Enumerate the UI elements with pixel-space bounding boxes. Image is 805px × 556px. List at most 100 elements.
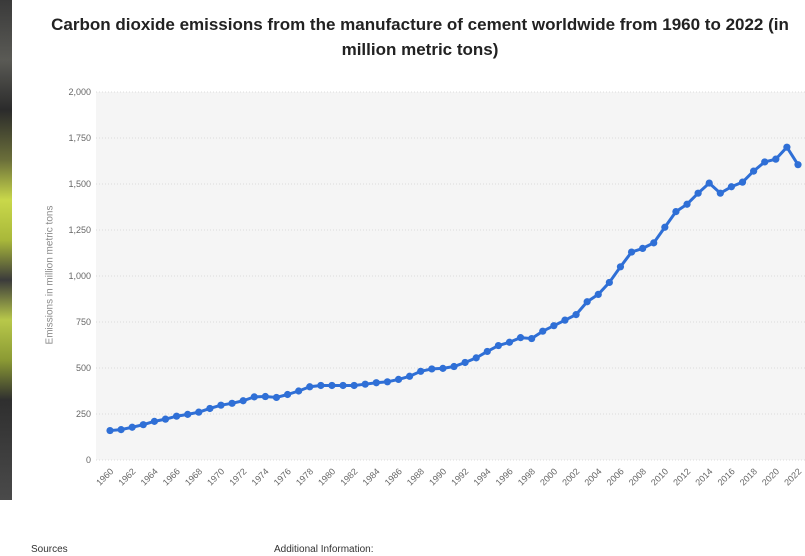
x-tick-label: 1982	[338, 466, 359, 487]
data-point[interactable]	[772, 155, 780, 163]
x-tick-label: 1968	[183, 466, 204, 487]
data-point[interactable]	[516, 334, 525, 342]
data-point[interactable]	[783, 143, 791, 151]
data-point[interactable]	[716, 189, 724, 197]
data-point[interactable]	[794, 161, 802, 169]
data-point[interactable]	[750, 167, 758, 175]
data-point[interactable]	[417, 367, 425, 375]
data-point[interactable]	[328, 381, 336, 390]
data-point[interactable]	[472, 354, 480, 362]
data-point[interactable]	[539, 327, 547, 335]
data-point[interactable]	[117, 426, 125, 434]
data-point[interactable]	[283, 390, 292, 399]
data-point[interactable]	[228, 399, 236, 407]
data-point[interactable]	[428, 365, 436, 373]
y-tick-label: 1,000	[68, 271, 91, 281]
data-point[interactable]	[505, 338, 514, 346]
x-tick-label: 2008	[627, 466, 648, 487]
data-point[interactable]	[295, 387, 303, 395]
data-point[interactable]	[439, 364, 447, 372]
data-point[interactable]	[306, 383, 314, 391]
background-photo-strip	[0, 0, 12, 500]
x-tick-label: 1970	[205, 466, 226, 487]
data-point[interactable]	[239, 397, 247, 405]
x-tick-label: 1984	[361, 466, 382, 487]
data-point[interactable]	[339, 381, 347, 390]
data-point[interactable]	[594, 290, 602, 298]
y-axis-ticks: 0 250 500 750 1,000 1,250 1,500 1,750 2,000	[68, 87, 91, 465]
data-point[interactable]	[106, 426, 114, 435]
x-tick-label: 2000	[538, 466, 559, 487]
y-tick-label: 500	[76, 363, 91, 373]
data-point[interactable]	[217, 401, 225, 409]
data-point[interactable]	[361, 380, 369, 388]
x-tick-label: 2018	[738, 466, 759, 487]
data-point[interactable]	[616, 263, 625, 271]
x-tick-label: 1990	[427, 466, 448, 487]
x-axis-ticks: 1960 1962 1964 1966 1968 1970 1972 1974 1976 1978…	[94, 466, 803, 487]
data-point[interactable]	[661, 223, 669, 231]
x-tick-label: 2002	[560, 466, 581, 487]
data-point[interactable]	[150, 417, 158, 425]
data-point[interactable]	[650, 239, 658, 247]
data-point[interactable]	[206, 404, 214, 413]
data-point[interactable]	[561, 316, 569, 324]
x-tick-label: 1972	[227, 466, 248, 487]
y-tick-label: 250	[76, 409, 91, 419]
data-point[interactable]	[195, 408, 203, 416]
x-tick-label: 2006	[605, 466, 626, 487]
x-tick-label: 2010	[649, 466, 670, 487]
data-point[interactable]	[705, 179, 713, 187]
data-point[interactable]	[627, 248, 636, 256]
x-tick-label: 1996	[494, 466, 515, 487]
data-point[interactable]	[583, 298, 591, 306]
data-point[interactable]	[672, 208, 680, 216]
data-point[interactable]	[394, 375, 403, 384]
x-tick-label: 2012	[671, 466, 692, 487]
x-tick-label: 1978	[294, 466, 315, 487]
data-point[interactable]	[128, 423, 136, 431]
x-tick-label: 1974	[250, 466, 271, 487]
data-point[interactable]	[738, 178, 747, 186]
data-point[interactable]	[550, 322, 558, 330]
data-point[interactable]	[572, 311, 580, 319]
data-point[interactable]	[383, 378, 392, 386]
chart-title: Carbon dioxide emissions from the manufa…	[51, 15, 789, 59]
x-tick-label: 2004	[582, 466, 603, 487]
data-point[interactable]	[683, 200, 691, 208]
data-point[interactable]	[727, 183, 736, 191]
data-point[interactable]	[461, 358, 469, 367]
data-point[interactable]	[450, 362, 458, 371]
data-point[interactable]	[317, 381, 325, 390]
data-point[interactable]	[250, 393, 258, 401]
data-point[interactable]	[372, 379, 380, 387]
sources-link[interactable]: Sources	[31, 544, 68, 555]
y-tick-label: 2,000	[68, 87, 91, 97]
y-tick-label: 0	[86, 455, 91, 465]
data-point[interactable]	[161, 415, 170, 423]
x-tick-label: 2020	[760, 466, 781, 487]
data-point[interactable]	[761, 158, 769, 166]
data-point[interactable]	[406, 372, 414, 380]
x-tick-label: 1964	[139, 466, 160, 487]
x-tick-label: 1966	[161, 466, 182, 487]
x-tick-label: 1986	[383, 466, 404, 487]
data-point[interactable]	[605, 278, 613, 287]
x-tick-label: 1994	[471, 466, 492, 487]
data-point[interactable]	[261, 392, 269, 401]
additional-information-link[interactable]: Additional Information:	[274, 544, 374, 555]
data-point[interactable]	[172, 412, 181, 420]
data-point[interactable]	[639, 244, 647, 252]
data-point[interactable]	[694, 189, 702, 197]
x-tick-label: 1962	[116, 466, 137, 487]
data-point[interactable]	[272, 393, 281, 402]
data-point[interactable]	[528, 334, 536, 343]
data-point[interactable]	[494, 341, 502, 350]
data-point[interactable]	[184, 410, 192, 418]
x-tick-label: 1988	[405, 466, 426, 487]
data-point[interactable]	[483, 347, 491, 356]
data-point[interactable]	[139, 421, 147, 429]
data-point[interactable]	[350, 381, 358, 390]
x-tick-label: 1960	[94, 466, 115, 487]
